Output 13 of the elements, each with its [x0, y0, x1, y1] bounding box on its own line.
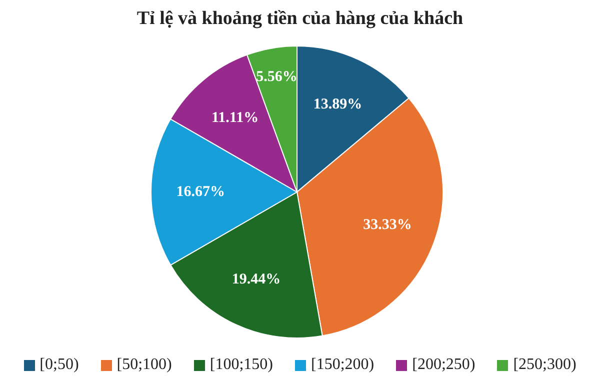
legend-label: [100;150) — [208, 356, 273, 374]
legend-label: [0;50) — [38, 356, 79, 374]
data-label: 33.33% — [363, 216, 412, 233]
legend-label: [150;200) — [310, 356, 374, 374]
data-label: 5.56% — [256, 68, 298, 85]
legend-label: [200;250) — [411, 356, 476, 374]
chart-title: Tỉ lệ và khoảng tiền của hàng của khách — [136, 8, 464, 31]
data-label: 16.67% — [176, 184, 226, 200]
data-label: 13.89% — [313, 96, 362, 113]
legend-label: [250;300) — [512, 356, 576, 374]
legend-label: [50;100) — [116, 356, 172, 374]
data-label: 19.44% — [232, 271, 281, 288]
data-label: 11.11% — [211, 110, 259, 126]
